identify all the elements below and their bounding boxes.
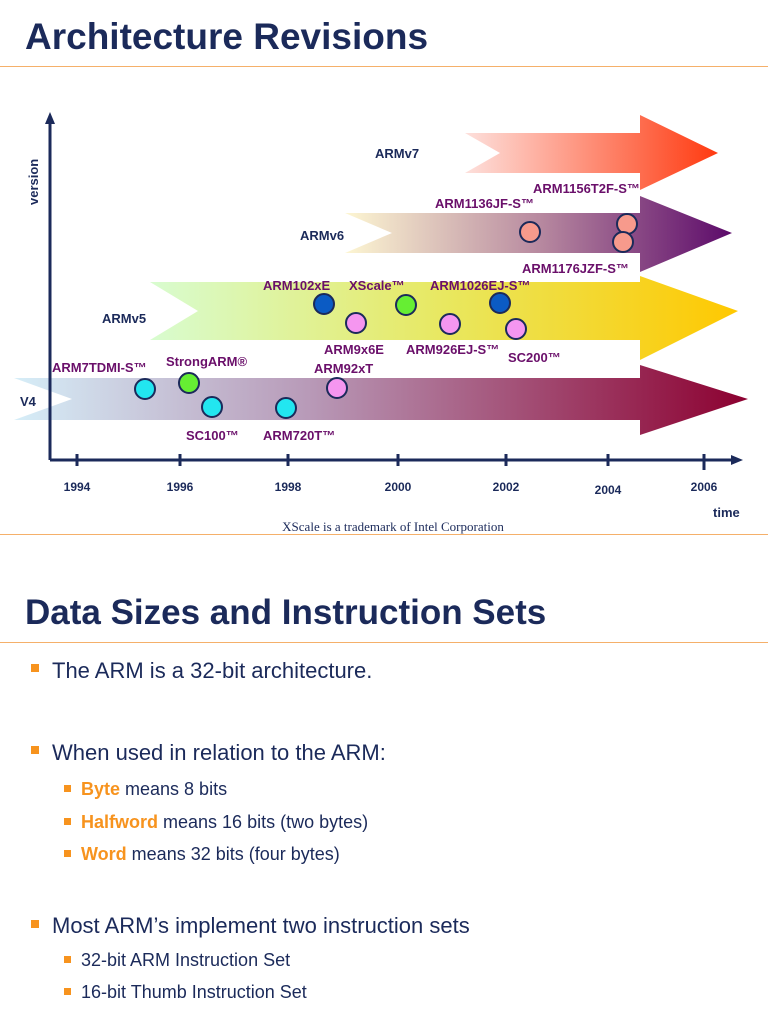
core-label: SC100™ bbox=[186, 428, 239, 443]
version-arrow bbox=[14, 365, 748, 435]
core-label: ARM926EJ-S™ bbox=[406, 342, 499, 357]
sub-bullet-icon bbox=[64, 850, 71, 857]
core-label: ARM720T™ bbox=[263, 428, 335, 443]
bullet-icon bbox=[31, 664, 39, 672]
core-marker bbox=[326, 377, 348, 399]
core-marker bbox=[489, 292, 511, 314]
core-label: ARM1176JZF-S™ bbox=[522, 261, 629, 276]
year-label: 1994 bbox=[64, 480, 91, 494]
bullet-icon bbox=[31, 920, 39, 928]
version-label: ARMv6 bbox=[300, 228, 344, 243]
bullet-text: Most ARM’s implement two instruction set… bbox=[52, 913, 470, 938]
title-divider-2 bbox=[0, 642, 768, 643]
sub-bullet-icon bbox=[64, 956, 71, 963]
sub-bullet-text: 32-bit ARM Instruction Set bbox=[81, 950, 291, 970]
title-divider bbox=[0, 66, 768, 67]
slide-divider bbox=[0, 534, 768, 535]
version-label: ARMv5 bbox=[102, 311, 146, 326]
definition: means 16 bits (two bytes) bbox=[158, 812, 369, 832]
core-label: StrongARM® bbox=[166, 354, 247, 369]
core-label: ARM92xT bbox=[314, 361, 373, 376]
core-label: ARM7TDMI-S™ bbox=[52, 360, 147, 375]
core-marker bbox=[616, 213, 638, 235]
x-axis-label: time bbox=[713, 505, 740, 520]
core-label: ARM1156T2F-S™ bbox=[533, 181, 640, 196]
bullet-icon bbox=[31, 746, 39, 754]
term: Word bbox=[81, 844, 127, 864]
version-label: ARMv7 bbox=[375, 146, 419, 161]
core-marker bbox=[134, 378, 156, 400]
bullet-text: When used in relation to the ARM: bbox=[52, 740, 386, 765]
x-axis-arrowhead bbox=[731, 455, 743, 465]
definition: means 32 bits (four bytes) bbox=[126, 844, 340, 864]
sub-bullet-icon bbox=[64, 988, 71, 995]
core-marker bbox=[612, 231, 634, 253]
y-axis-arrowhead bbox=[45, 112, 55, 124]
architecture-timeline-diagram: ARMv7 ARMv6 ARMv5 V4 1994 1996 1998 2000 2002 20… bbox=[14, 112, 748, 534]
core-marker bbox=[313, 293, 335, 315]
slide2-title: Data Sizes and Instruction Sets bbox=[25, 593, 547, 632]
sub-bullet-word: Word means 32 bits (four bytes) bbox=[81, 844, 340, 865]
version-label: V4 bbox=[20, 394, 37, 409]
core-marker bbox=[178, 372, 200, 394]
y-axis-label: version bbox=[26, 159, 41, 205]
footnote: XScale is a trademark of Intel Corporati… bbox=[282, 519, 504, 534]
version-arrow bbox=[465, 115, 718, 190]
core-marker bbox=[201, 396, 223, 418]
core-label: ARM1136JF-S™ bbox=[435, 196, 534, 211]
year-label: 2000 bbox=[385, 480, 412, 494]
sub-bullet-text: 16-bit Thumb Instruction Set bbox=[81, 982, 307, 1002]
core-marker bbox=[345, 312, 367, 334]
definition: means 8 bits bbox=[120, 779, 228, 799]
sub-bullet-byte: Byte means 8 bits bbox=[81, 779, 227, 800]
year-label: 2002 bbox=[493, 480, 520, 494]
slide1-title: Architecture Revisions bbox=[25, 16, 429, 57]
core-marker bbox=[395, 294, 417, 316]
core-marker bbox=[275, 397, 297, 419]
core-marker bbox=[519, 221, 541, 243]
bullet-text: The ARM is a 32-bit architecture. bbox=[52, 658, 373, 683]
year-label: 1998 bbox=[275, 480, 302, 494]
core-label: ARM9x6E bbox=[324, 342, 384, 357]
sub-bullet-icon bbox=[64, 818, 71, 825]
year-label: 2004 bbox=[595, 483, 622, 497]
year-label: 1996 bbox=[167, 480, 194, 494]
core-label: ARM1026EJ-S™ bbox=[430, 278, 530, 293]
sub-bullet-halfword: Halfword means 16 bits (two bytes) bbox=[81, 812, 368, 833]
core-marker bbox=[505, 318, 527, 340]
core-label: XScale™ bbox=[349, 278, 405, 293]
core-marker bbox=[439, 313, 461, 335]
year-label: 2006 bbox=[691, 480, 718, 494]
core-label: SC200™ bbox=[508, 350, 561, 365]
sub-bullet-icon bbox=[64, 785, 71, 792]
term: Byte bbox=[81, 779, 121, 799]
core-label: ARM102xE bbox=[263, 278, 331, 293]
term: Halfword bbox=[81, 812, 159, 832]
